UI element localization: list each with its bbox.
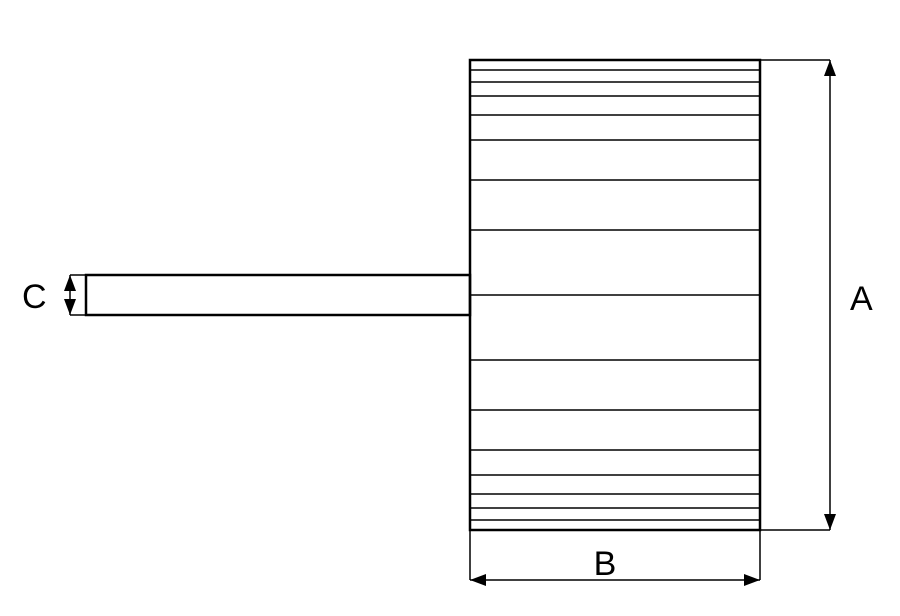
flap-head [470,60,760,530]
shaft [86,275,470,315]
dimension-a-label: A [850,280,873,318]
dimension-b-label: B [594,545,617,583]
dimension-b: B [470,530,760,586]
dimension-a: A [760,60,873,530]
dimension-c: C [22,275,86,316]
technical-drawing: A B C [0,0,900,616]
dimension-c-label: C [22,278,47,316]
